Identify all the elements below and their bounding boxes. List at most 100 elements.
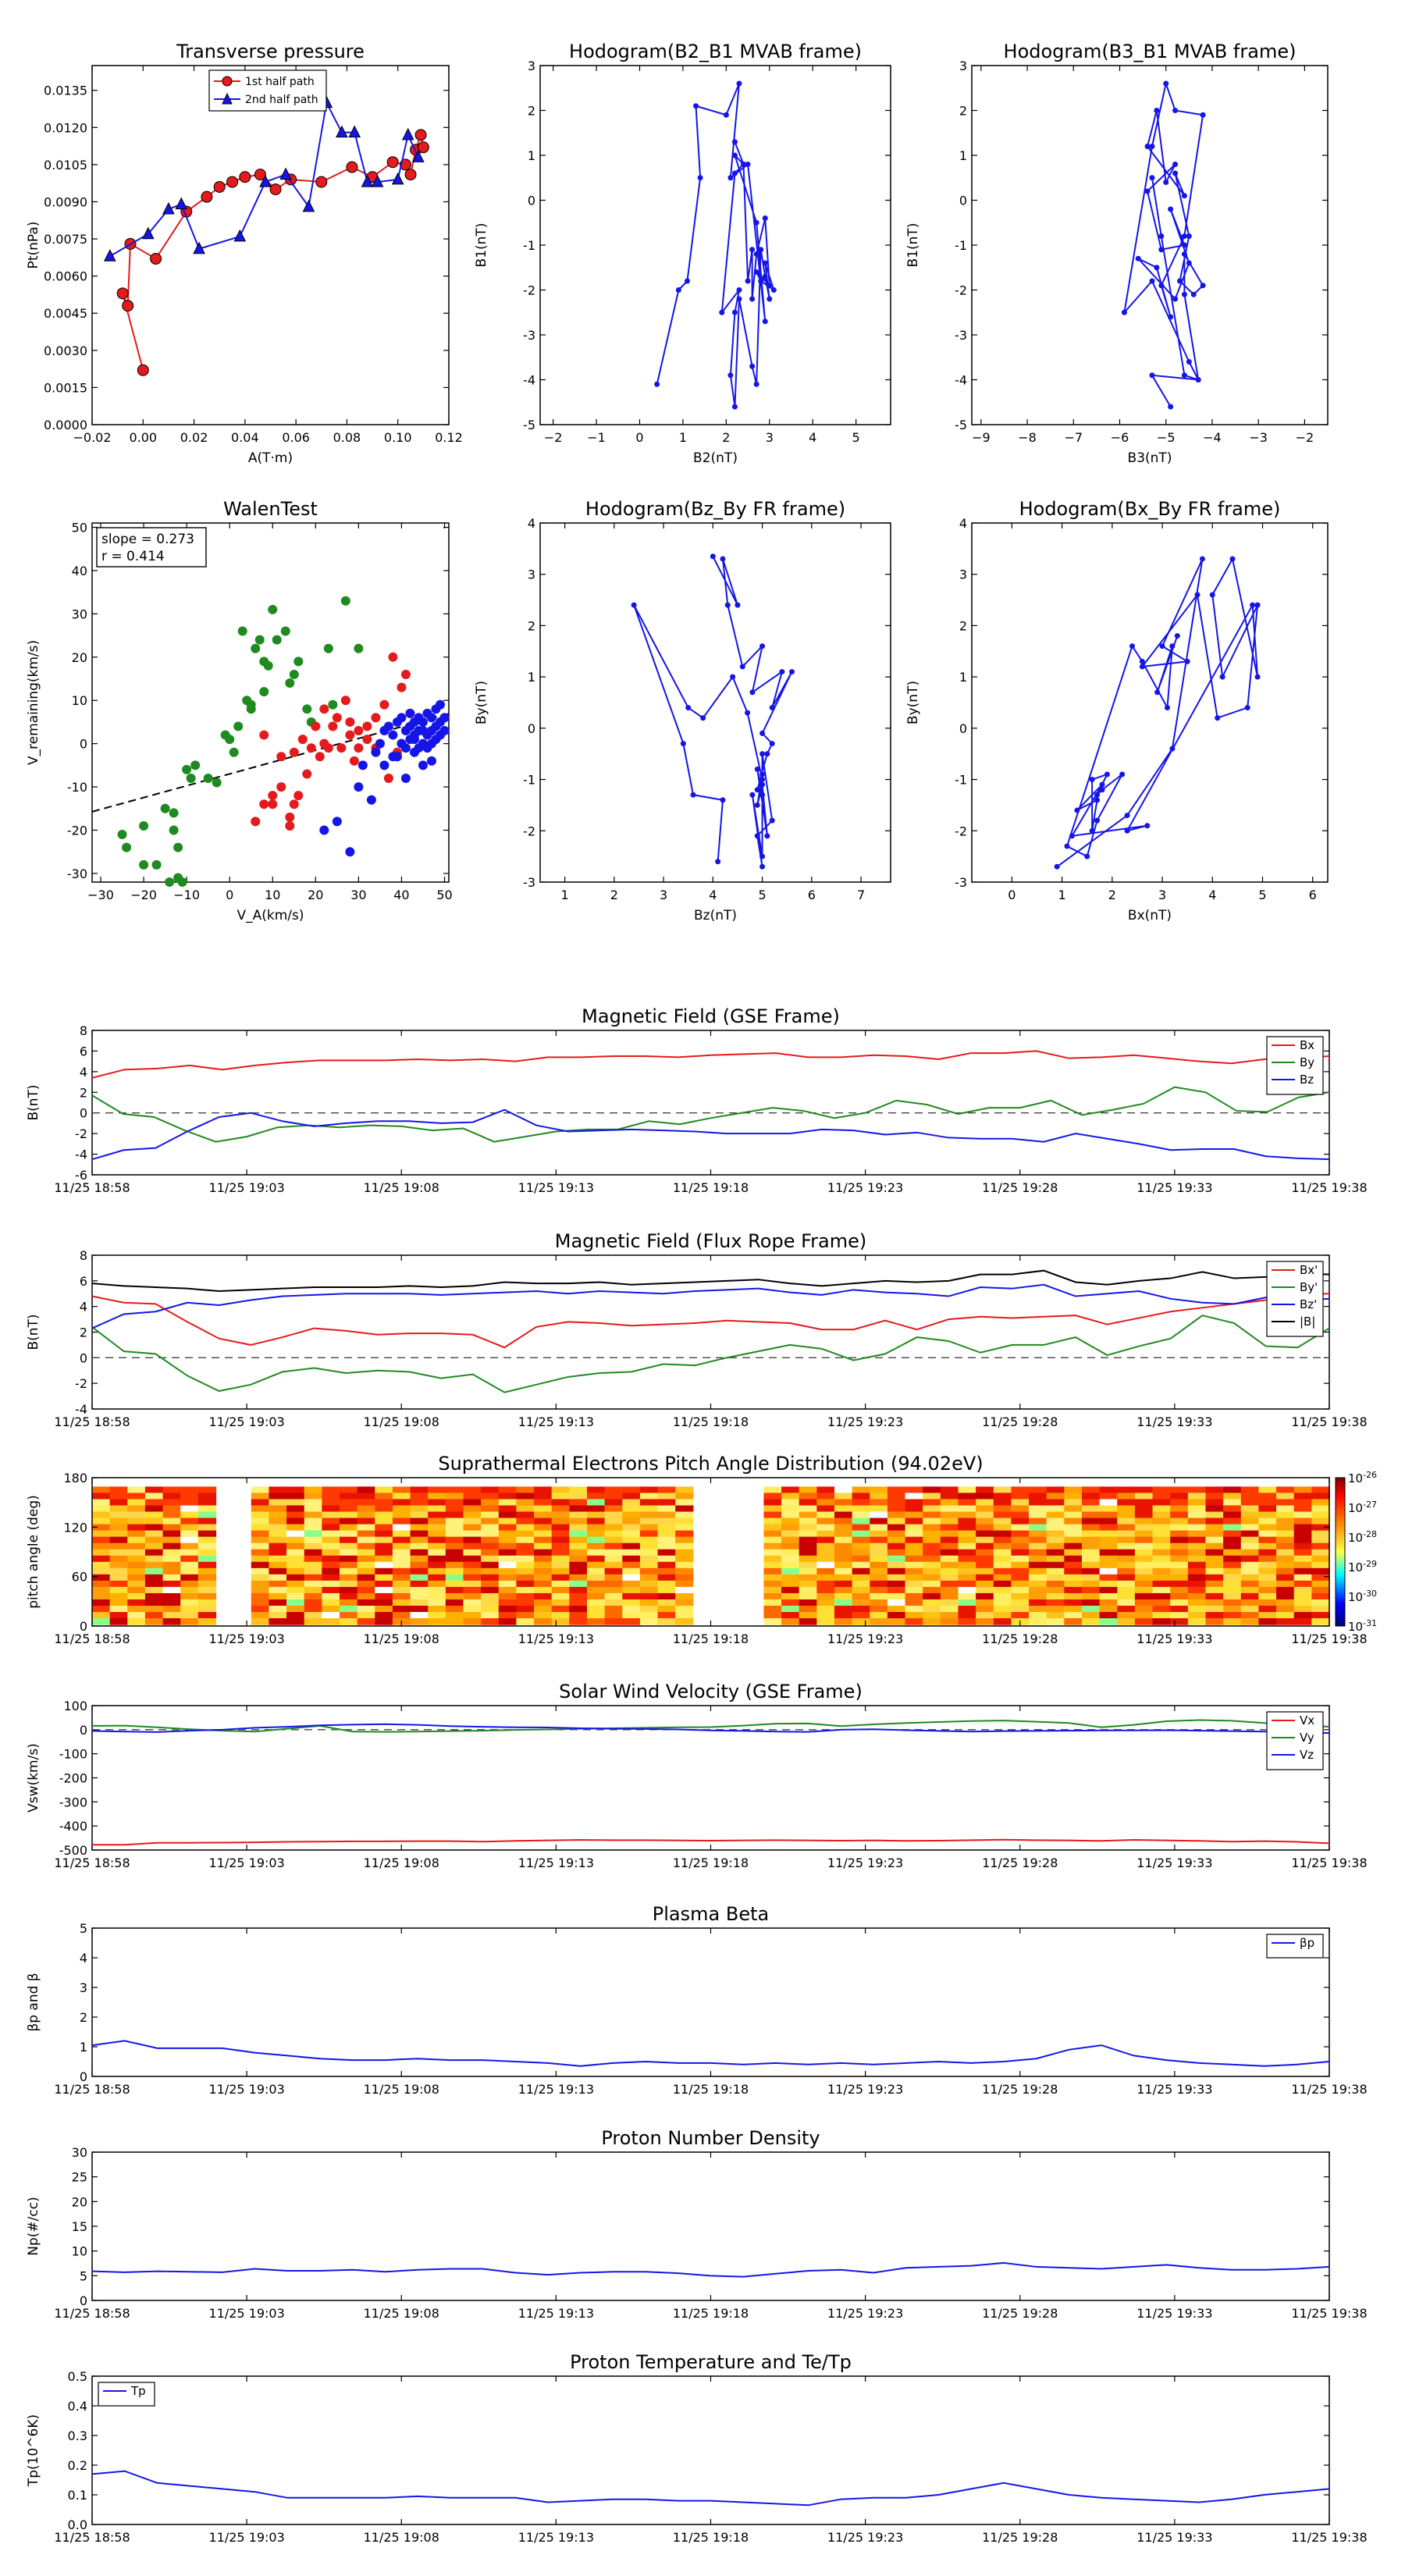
heatmap-cell bbox=[887, 1555, 906, 1563]
x-tick-label: 7 bbox=[857, 888, 865, 902]
y-tick-label: 2 bbox=[528, 618, 535, 633]
y-axis-label: Tp(10^6K) bbox=[26, 2414, 41, 2487]
chart-title: Magnetic Field (GSE Frame) bbox=[582, 1005, 840, 1027]
y-tick-label: 8 bbox=[80, 1248, 87, 1263]
heatmap-cell bbox=[1293, 1574, 1312, 1582]
heatmap-cell bbox=[162, 1606, 181, 1613]
data-point bbox=[386, 156, 399, 169]
heatmap-cell bbox=[1046, 1530, 1065, 1538]
heatmap-cell bbox=[1258, 1574, 1277, 1582]
heatmap-cell bbox=[763, 1580, 782, 1588]
heatmap-cell bbox=[463, 1574, 482, 1582]
heatmap-cell bbox=[816, 1580, 835, 1588]
heatmap-cell bbox=[286, 1606, 305, 1613]
heatmap-cell bbox=[1046, 1618, 1065, 1625]
heatmap-cell bbox=[251, 1524, 270, 1532]
data-point bbox=[1089, 827, 1095, 834]
heatmap-cell bbox=[816, 1606, 835, 1613]
legend-label: |B| bbox=[1300, 1315, 1315, 1329]
heatmap-cell bbox=[657, 1555, 676, 1563]
heatmap-cell bbox=[923, 1486, 941, 1494]
heatmap-cell bbox=[639, 1549, 659, 1557]
heatmap-cell bbox=[569, 1580, 588, 1588]
colorbar-tick-label: 10-28 bbox=[1348, 1529, 1377, 1545]
heatmap-cell bbox=[463, 1561, 482, 1569]
time-tick-label: 11/25 19:38 bbox=[1291, 1414, 1367, 1429]
heatmap-cell bbox=[340, 1612, 358, 1619]
heatmap-cell bbox=[197, 1524, 217, 1532]
heatmap-cell bbox=[870, 1555, 888, 1563]
heatmap-cell bbox=[1082, 1586, 1101, 1594]
heatmap-cell bbox=[197, 1549, 217, 1557]
heatmap-cell bbox=[763, 1517, 782, 1525]
scatter-point bbox=[186, 773, 196, 783]
heatmap-cell bbox=[604, 1542, 623, 1550]
heatmap-cell bbox=[1099, 1517, 1118, 1525]
heatmap-cell bbox=[1240, 1517, 1260, 1525]
heatmap-cell bbox=[410, 1511, 429, 1519]
data-point bbox=[759, 863, 766, 870]
data-point bbox=[417, 141, 429, 154]
data-point bbox=[754, 802, 760, 808]
heatmap-cell bbox=[375, 1599, 393, 1606]
heatmap-cell bbox=[816, 1486, 835, 1494]
heatmap-cell bbox=[286, 1592, 305, 1600]
heatmap-cell bbox=[251, 1580, 270, 1588]
heatmap-cell bbox=[799, 1618, 817, 1625]
data-point bbox=[753, 219, 759, 226]
heatmap-cell bbox=[304, 1580, 322, 1588]
heatmap-cell bbox=[1187, 1599, 1207, 1606]
heatmap-cell bbox=[1117, 1592, 1136, 1600]
heatmap-cell bbox=[445, 1574, 464, 1582]
heatmap-cell bbox=[375, 1524, 393, 1532]
heatmap-cell bbox=[887, 1561, 906, 1569]
heatmap-cell bbox=[1170, 1567, 1189, 1575]
heatmap-cell bbox=[958, 1592, 976, 1600]
data-point bbox=[239, 171, 251, 183]
heatmap-cell bbox=[197, 1618, 217, 1625]
heatmap-cell bbox=[1064, 1561, 1083, 1569]
heatmap-cell bbox=[958, 1567, 976, 1575]
heatmap-cell bbox=[940, 1586, 959, 1594]
heatmap-cell bbox=[109, 1486, 128, 1494]
heatmap-cell bbox=[763, 1505, 782, 1513]
heatmap-cell bbox=[1029, 1586, 1048, 1594]
y-axis-label: B(nT) bbox=[26, 1084, 41, 1120]
heatmap-cell bbox=[286, 1555, 305, 1563]
heatmap-cell bbox=[516, 1542, 535, 1550]
heatmap-cell bbox=[781, 1592, 800, 1600]
heatmap-cell bbox=[180, 1606, 199, 1613]
heatmap-cell bbox=[534, 1555, 553, 1563]
heatmap-cell bbox=[1134, 1530, 1154, 1538]
chart-h1: Hodogram(B2_B1 MVAB frame)−2 −1 0 1 2 3 4 5B2(n… bbox=[474, 41, 891, 466]
heatmap-cell bbox=[1276, 1493, 1295, 1500]
heatmap-cell bbox=[1134, 1505, 1154, 1513]
heatmap-cell bbox=[1205, 1567, 1224, 1575]
scatter-point bbox=[182, 764, 192, 774]
heatmap-cell bbox=[481, 1555, 500, 1563]
y-axis-label: pitch angle (deg) bbox=[26, 1495, 41, 1609]
heatmap-cell bbox=[675, 1580, 694, 1588]
scatter-point bbox=[426, 756, 436, 766]
y-axis-label: Np(#/cc) bbox=[26, 2197, 41, 2255]
y-tick-label: 3 bbox=[528, 59, 535, 73]
heatmap-cell bbox=[816, 1612, 835, 1619]
heatmap-cell bbox=[657, 1574, 676, 1582]
heatmap-cell bbox=[870, 1567, 888, 1575]
heatmap-cell bbox=[410, 1606, 429, 1613]
y-tick-label: 1 bbox=[80, 2040, 87, 2055]
legend-box bbox=[98, 2382, 155, 2407]
heatmap-cell bbox=[498, 1606, 518, 1613]
heatmap-cell bbox=[1293, 1517, 1312, 1525]
heatmap-cell bbox=[375, 1561, 393, 1569]
heatmap-cell bbox=[781, 1567, 800, 1575]
x-tick-label: −2 bbox=[544, 430, 563, 445]
scatter-point bbox=[285, 820, 295, 831]
heatmap-cell bbox=[481, 1612, 500, 1619]
heatmap-cell bbox=[958, 1517, 976, 1525]
heatmap-cell bbox=[286, 1567, 305, 1575]
heatmap-cell bbox=[958, 1586, 976, 1594]
time-tick-label: 11/25 19:18 bbox=[673, 2306, 749, 2321]
y-tick-label: 5 bbox=[80, 2268, 87, 2283]
heatmap-cell bbox=[639, 1606, 659, 1613]
